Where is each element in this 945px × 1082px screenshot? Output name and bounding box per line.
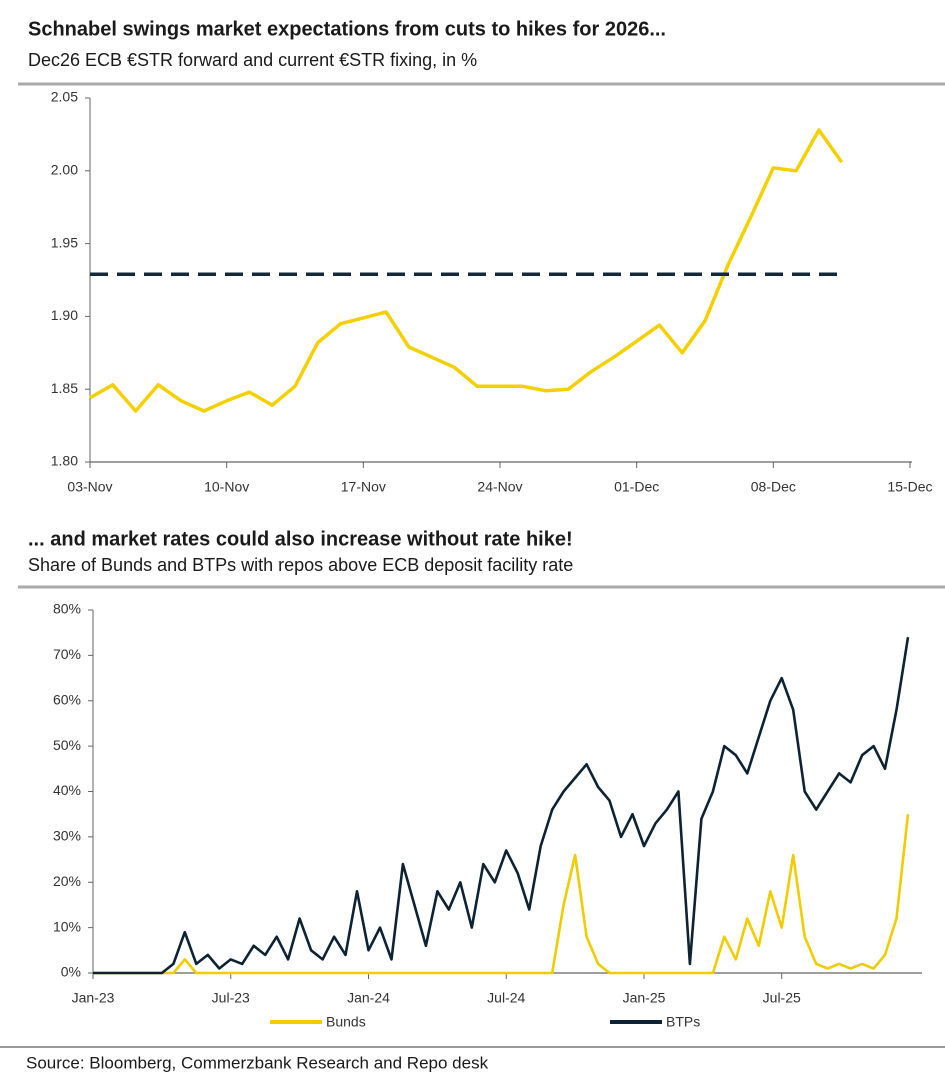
- y-tick-label: 2.00: [51, 162, 78, 178]
- x-tick-label: 08-Dec: [751, 479, 796, 495]
- y-tick-label: 1.95: [51, 234, 78, 250]
- x-tick-label: 01-Dec: [614, 479, 659, 495]
- source: Source: Bloomberg, Commerzbank Research …: [26, 1053, 489, 1072]
- series-line: [93, 636, 910, 975]
- x-tick-label: Jan-24: [347, 990, 390, 1006]
- x-tick-label: 17-Nov: [341, 479, 386, 495]
- y-tick-label: 1.90: [51, 307, 78, 323]
- x-tick-label: Jul-25: [763, 990, 801, 1006]
- x-tick-label: 10-Nov: [204, 479, 249, 495]
- y-tick-label: 80%: [53, 601, 81, 617]
- x-tick-label: Jul-23: [212, 990, 250, 1006]
- y-tick-label: 40%: [53, 782, 81, 798]
- chart-subtitle: Share of Bunds and BTPs with repos above…: [28, 555, 573, 575]
- y-tick-label: 1.85: [51, 380, 78, 396]
- y-tick-label: 50%: [53, 737, 81, 753]
- legend-label: Bunds: [326, 1014, 366, 1030]
- chart-title: Schnabel swings market expectations from…: [28, 18, 666, 40]
- y-tick-label: 2.05: [51, 89, 78, 105]
- chart-subtitle: Dec26 ECB €STR forward and current €STR …: [28, 50, 477, 70]
- y-tick-label: 20%: [53, 873, 81, 889]
- x-tick-label: Jan-25: [623, 990, 666, 1006]
- x-tick-label: Jul-24: [487, 990, 525, 1006]
- x-tick-label: 03-Nov: [67, 479, 112, 495]
- chart-title: ... and market rates could also increase…: [28, 528, 573, 550]
- series-line: [89, 128, 844, 413]
- y-tick-label: 30%: [53, 828, 81, 844]
- y-tick-label: 1.80: [51, 453, 78, 469]
- series-line: [93, 814, 910, 975]
- y-tick-label: 10%: [53, 918, 81, 934]
- y-tick-label: 0%: [61, 964, 81, 980]
- legend-label: BTPs: [666, 1014, 700, 1030]
- x-tick-label: 15-Dec: [887, 479, 932, 495]
- y-tick-label: 60%: [53, 691, 81, 707]
- y-tick-label: 70%: [53, 646, 81, 662]
- x-tick-label: Jan-23: [72, 990, 115, 1006]
- x-tick-label: 24-Nov: [477, 479, 522, 495]
